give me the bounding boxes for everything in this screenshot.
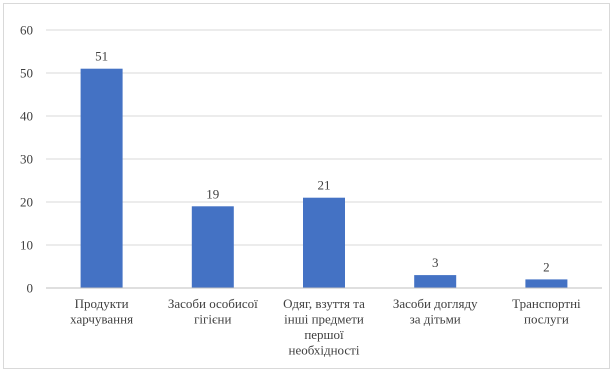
gridlines (46, 29, 602, 246)
x-tick-label: Одяг, взуття та інші предмети першої необхі… (283, 296, 365, 358)
x-tick-label-line: інші предмети (284, 312, 364, 327)
x-tick-label-line: послуги (524, 312, 569, 327)
x-tick-label-line: харчування (70, 312, 133, 327)
bar (525, 279, 568, 288)
x-tick-label-line: необхідності (289, 343, 360, 358)
x-tick-label-line: Засоби особисої (168, 296, 258, 311)
x-tick-label-line: Транспортні (512, 296, 581, 311)
data-label: 2 (543, 259, 550, 274)
bar (191, 206, 234, 288)
x-tick-label-line: Засоби догляду (393, 296, 478, 311)
y-tick-label: 20 (20, 195, 33, 210)
y-tick-label: 40 (20, 109, 33, 124)
bar (303, 197, 345, 288)
y-tick-label: 60 (20, 23, 33, 38)
y-axis-ticks: 0 10 20 30 40 50 60 (20, 23, 33, 296)
data-label: 3 (432, 255, 439, 270)
bar (414, 275, 457, 288)
bars (80, 68, 568, 288)
category-labels: Продукти харчування Засоби особисої гігієни… (70, 296, 581, 358)
x-tick-label: Засоби догляду за дітьми (393, 296, 478, 327)
data-label: 19 (206, 186, 219, 201)
data-labels: 51 19 21 3 2 (95, 49, 550, 275)
x-tick-label: Продукти харчування (70, 296, 133, 327)
bar (80, 68, 123, 288)
x-tick-label-line: Одяг, взуття та (283, 296, 365, 311)
y-tick-label: 50 (20, 66, 33, 81)
y-tick-label: 0 (27, 281, 34, 296)
data-label: 21 (318, 178, 331, 193)
y-tick-label: 30 (20, 152, 33, 167)
x-tick-label-line: гігієни (194, 312, 231, 327)
x-tick-label-line: першої (304, 327, 344, 342)
x-tick-label-line: за дітьми (410, 312, 461, 327)
x-tick-label: Засоби особисої гігієни (168, 296, 258, 327)
x-tick-label-line: Продукти (75, 296, 129, 311)
x-tick-label: Транспортні послуги (512, 296, 581, 327)
data-label: 51 (95, 49, 108, 64)
y-tick-label: 10 (20, 238, 33, 253)
